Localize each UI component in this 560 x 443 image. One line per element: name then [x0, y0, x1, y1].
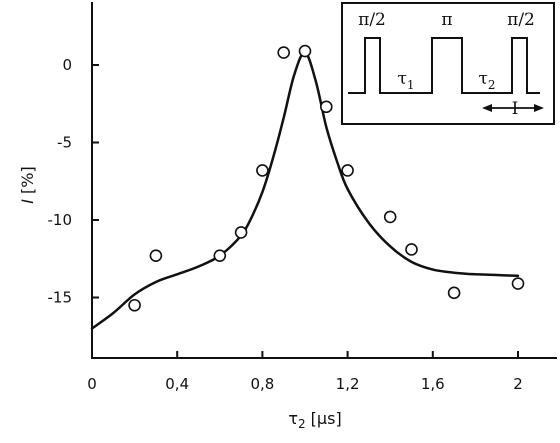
delay-label-tau1-main: τ	[397, 69, 406, 89]
y-axis-label: I [%]	[18, 166, 37, 204]
data-point	[256, 164, 269, 177]
delay-label-tau2: τ2	[478, 69, 495, 92]
data-point	[128, 298, 141, 312]
data-point	[511, 277, 525, 290]
y-tick-label: -15	[48, 289, 73, 307]
y-tick-labels: 0 -5 -10 -15	[48, 56, 73, 307]
x-axis-label: τ2 [µs]	[288, 409, 341, 431]
delay-label-tau1-sub: 1	[407, 78, 415, 92]
data-point	[277, 46, 291, 59]
readout-arrow-right-head	[534, 104, 544, 112]
x-axis-label-unit: [µs]	[306, 409, 342, 428]
readout-arrow-left-head	[482, 104, 492, 112]
pulse-sequence-inset: π/2 π π/2 τ1 τ2 I	[341, 2, 555, 125]
x-ticks	[91, 351, 519, 358]
x-axis-label-sub: 2	[298, 417, 306, 431]
readout-marker-label: I	[512, 99, 519, 119]
data-point	[341, 164, 354, 177]
x-tick-labels: 0 0,4 0,8 1,2 1,6 2	[87, 375, 523, 393]
delay-label-tau1: τ1	[397, 69, 414, 92]
pulse-label-1: π/2	[358, 10, 386, 30]
y-tick-label: 0	[62, 56, 72, 74]
data-point	[234, 226, 248, 239]
x-tick-label: 2	[513, 375, 523, 393]
x-tick-label: 0	[87, 375, 97, 393]
pulse-sequence-trace	[348, 37, 540, 94]
y-tick-label: -5	[57, 134, 72, 152]
data-point	[319, 100, 333, 114]
y-axis-label-var: I	[18, 199, 37, 204]
x-axis-label-main: τ	[288, 409, 298, 428]
data-point	[447, 286, 461, 300]
y-axis-label-unit: [%]	[18, 166, 37, 199]
axes	[91, 2, 557, 359]
x-tick-label: 0,4	[165, 375, 189, 393]
fit-curve	[90, 51, 520, 330]
data-point	[298, 44, 312, 58]
pulse-label-2: π	[441, 10, 452, 30]
y-tick-label: -10	[48, 211, 73, 229]
data-point	[149, 249, 163, 262]
readout-arrow: I	[482, 99, 544, 119]
data-point	[405, 243, 418, 256]
data-markers	[128, 44, 525, 312]
y-ticks	[92, 64, 99, 299]
data-point	[213, 249, 227, 262]
x-tick-label: 1,2	[336, 375, 360, 393]
delay-label-tau2-sub: 2	[488, 78, 496, 92]
data-point	[383, 210, 397, 224]
pulse-label-3: π/2	[507, 10, 535, 30]
x-tick-label: 1,6	[421, 375, 445, 393]
x-tick-label: 0,8	[250, 375, 274, 393]
inset-frame	[341, 2, 555, 125]
delay-label-tau2-main: τ	[478, 69, 487, 89]
